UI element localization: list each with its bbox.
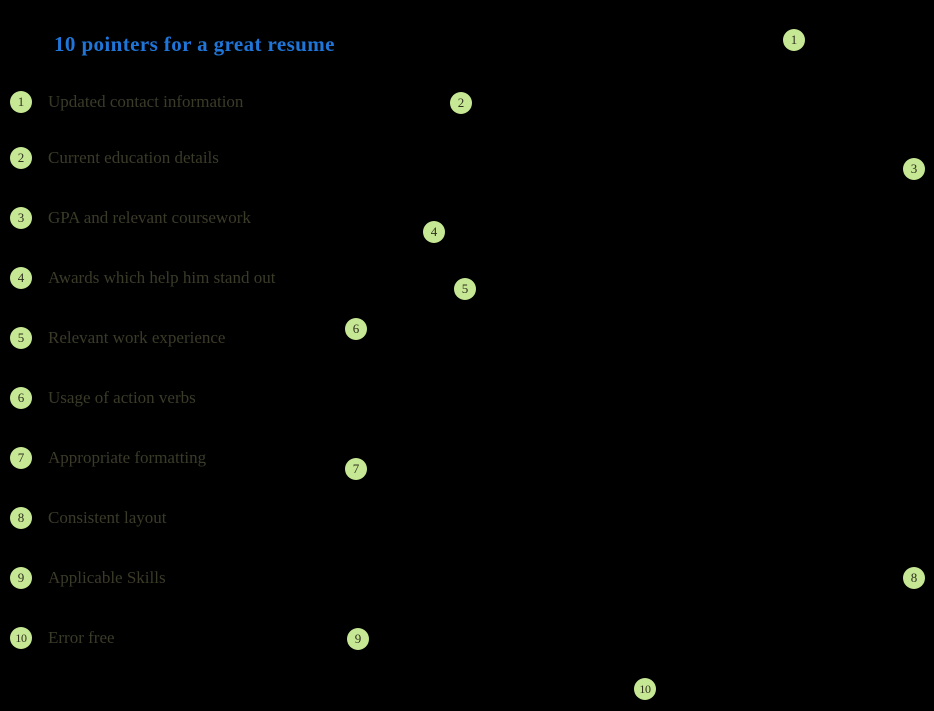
list-item-label: Applicable Skills [48, 568, 166, 587]
list-item-label: Appropriate formatting [48, 448, 207, 467]
list-item: 5 Relevant work experience [10, 326, 225, 350]
list-item: 7 Appropriate formatting [10, 446, 206, 470]
list-item-label: Awards which help him stand out [48, 268, 276, 287]
list-item-label: Current education details [48, 148, 219, 167]
list-item-number-badge: 6 [10, 387, 32, 409]
floating-number-badge[interactable]: 1 [783, 29, 805, 51]
list-item-number-badge: 1 [10, 91, 32, 113]
list-item-number-badge: 8 [10, 507, 32, 529]
floating-number-badge[interactable]: 8 [903, 567, 925, 589]
floating-number-badge[interactable]: 6 [345, 318, 367, 340]
list-item: 9 Applicable Skills [10, 566, 166, 590]
list-item: 6 Usage of action verbs [10, 386, 196, 410]
list-item-number-badge: 7 [10, 447, 32, 469]
list-item: 3 GPA and relevant coursework [10, 206, 251, 230]
floating-number-badge[interactable]: 10 [634, 678, 656, 700]
list-item-number-badge: 3 [10, 207, 32, 229]
list-item-number-badge: 10 [10, 627, 32, 649]
list-item-label: GPA and relevant coursework [48, 208, 251, 227]
list-item-label: Updated contact information [48, 92, 244, 111]
floating-number-badge[interactable]: 2 [450, 92, 472, 114]
list-item: 4 Awards which help him stand out [10, 266, 275, 290]
floating-number-badge[interactable]: 5 [454, 278, 476, 300]
pointer-list: 1 Updated contact information 2 Current edu… [0, 0, 440, 711]
list-item: 10 Error free [10, 626, 115, 650]
page-title: 10 pointers for a great resume [54, 32, 335, 56]
list-item-label: Consistent layout [48, 508, 167, 527]
list-item-label: Usage of action verbs [48, 388, 196, 407]
list-item-number-badge: 5 [10, 327, 32, 349]
floating-number-badge[interactable]: 4 [423, 221, 445, 243]
list-item: 2 Current education details [10, 146, 219, 170]
list-item-label: Error free [48, 628, 115, 647]
list-item: 8 Consistent layout [10, 506, 167, 530]
list-item-label: Relevant work experience [48, 328, 226, 347]
list-item-number-badge: 4 [10, 267, 32, 289]
floating-number-badge[interactable]: 7 [345, 458, 367, 480]
list-item-number-badge: 9 [10, 567, 32, 589]
floating-number-badge[interactable]: 9 [347, 628, 369, 650]
list-item-number-badge: 2 [10, 147, 32, 169]
floating-number-badge[interactable]: 3 [903, 158, 925, 180]
list-item: 1 Updated contact information [10, 90, 243, 114]
